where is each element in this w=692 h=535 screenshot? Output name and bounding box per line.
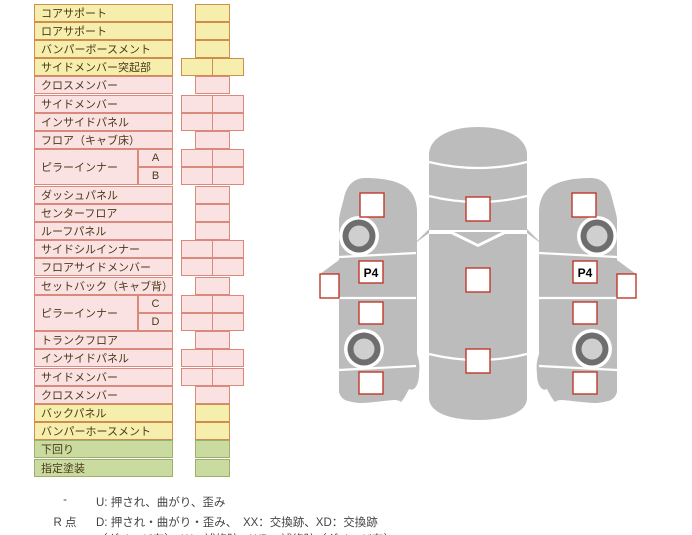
svg-text:P4: P4 (364, 266, 379, 280)
svg-text:P4: P4 (578, 266, 593, 280)
